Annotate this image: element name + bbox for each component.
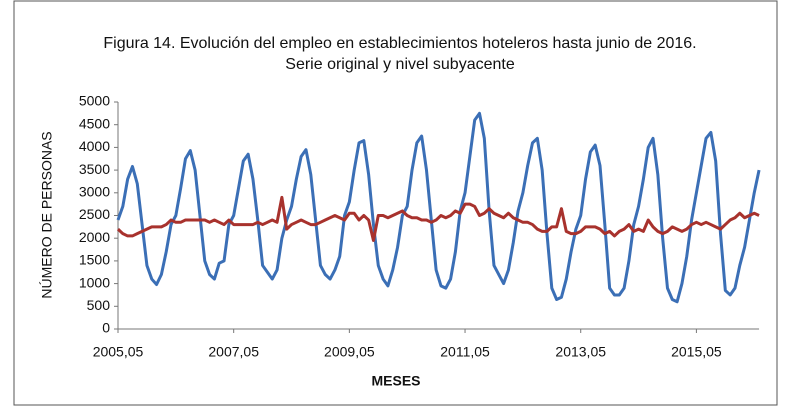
y-tick-label: 1500 — [79, 252, 110, 268]
y-tick-label: 5000 — [79, 93, 110, 109]
x-tick-label: 2015,05 — [671, 344, 722, 360]
series-line — [116, 111, 761, 304]
x-axis-label: MESES — [371, 373, 420, 389]
chart-title: Figura 14. Evolución del empleo en estab… — [103, 35, 697, 73]
y-tick-label: 3500 — [79, 161, 110, 177]
x-tick-label: 2005,05 — [93, 344, 144, 360]
x-tick-label: 2007,05 — [208, 344, 259, 360]
series-line — [116, 195, 760, 242]
x-tick-label: 2011,05 — [440, 344, 490, 360]
y-tick-label: 2500 — [79, 206, 110, 222]
frame — [13, 0, 778, 406]
y-tick-label: 3000 — [79, 184, 110, 200]
y-tick-label: 0 — [102, 320, 110, 336]
y-tick-label: 4000 — [79, 138, 110, 154]
y-axis-label: NÚMERO DE PERSONAS — [39, 131, 55, 298]
y-tick-label: 500 — [87, 297, 111, 313]
y-tick-label: 2000 — [79, 229, 110, 245]
x-tick-label: 2009,05 — [324, 344, 375, 360]
y-tick-label: 4500 — [79, 115, 110, 131]
x-tick-label: 2013,05 — [555, 344, 606, 360]
y-tick-label: 1000 — [79, 274, 110, 290]
